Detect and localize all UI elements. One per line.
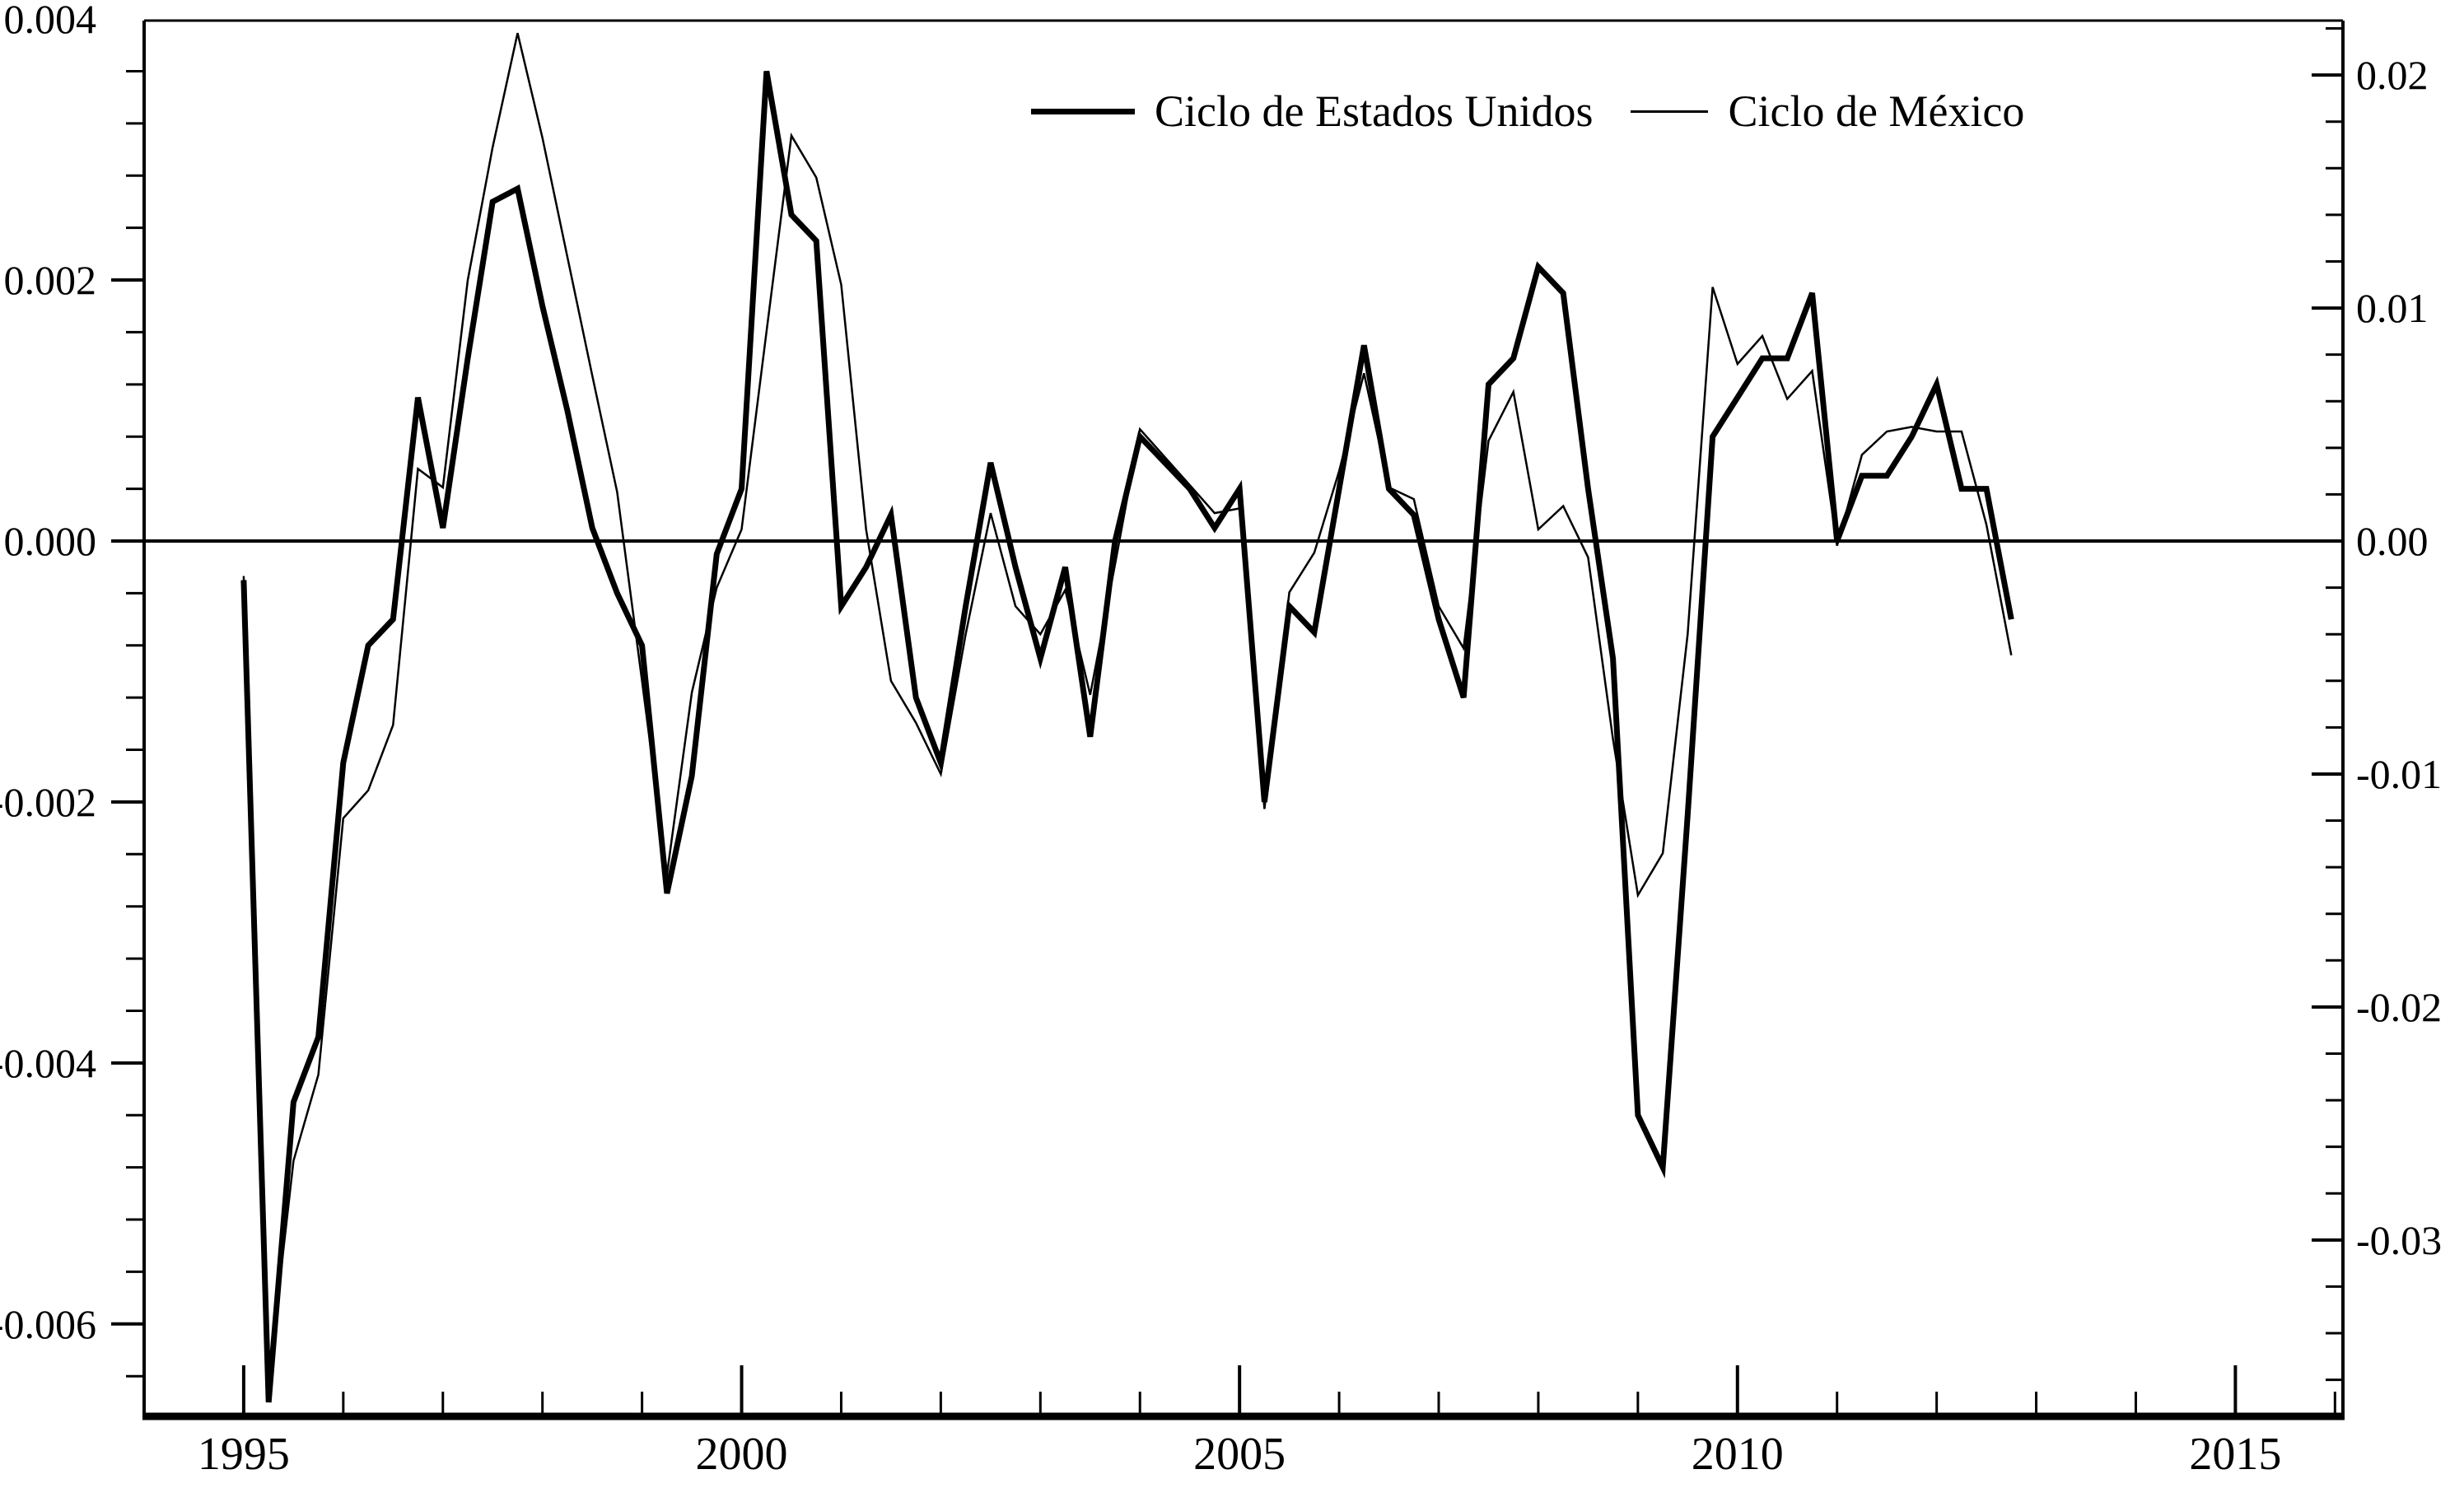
right-axis-tick-label: -0.01	[2356, 751, 2442, 797]
right-axis-tick-label: 0.01	[2356, 285, 2429, 331]
right-axis-tick-label: -0.02	[2356, 984, 2442, 1030]
left-axis-tick-label: 0.002	[4, 257, 97, 303]
chart-legend: Ciclo de Estados Unidos Ciclo de México	[1031, 86, 2024, 137]
legend-item-us: Ciclo de Estados Unidos	[1031, 86, 1593, 137]
left-axis-tick-label: -0.004	[0, 1040, 96, 1086]
right-axis-tick-label: 0.02	[2356, 52, 2429, 98]
x-axis-tick-label: 2005	[1193, 1429, 1286, 1480]
x-axis-tick-label: 1995	[198, 1429, 290, 1480]
left-axis-tick-label: 0.004	[4, 0, 97, 42]
left-axis-tick-label: -0.006	[0, 1301, 96, 1347]
legend-label-us: Ciclo de Estados Unidos	[1155, 86, 1594, 136]
mx-series-line	[242, 32, 2013, 1380]
x-axis-tick-label: 2010	[1692, 1429, 1784, 1480]
right-axis-tick-label: 0.00	[2356, 518, 2429, 564]
legend-label-mx: Ciclo de México	[1728, 86, 2025, 136]
x-axis-tick-label: 2000	[696, 1429, 788, 1480]
legend-item-mx: Ciclo de México	[1631, 86, 2024, 137]
mx-line-sample-icon	[1631, 110, 1709, 113]
left-axis-tick-label: -0.002	[0, 779, 96, 825]
us-series-line	[240, 70, 2014, 1403]
x-axis-tick-label: 2015	[2189, 1429, 2281, 1480]
right-axis-tick-label: -0.03	[2356, 1217, 2442, 1263]
us-line-sample-icon	[1031, 108, 1135, 114]
left-axis-tick-label: 0.000	[4, 518, 97, 564]
